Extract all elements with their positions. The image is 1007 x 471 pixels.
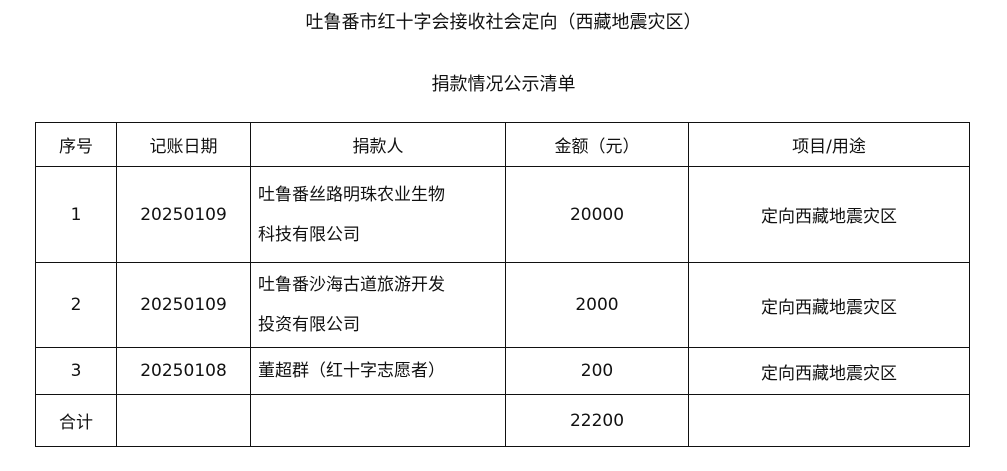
donor-line: 吐鲁番丝路明珠农业生物 <box>258 184 445 205</box>
cell-purpose: 定向西藏地震灾区 <box>688 166 970 263</box>
donor-line: 吐鲁番沙海古道旅游开发 <box>258 275 445 295</box>
document-subtitle: 捐款情况公示清单 <box>431 74 576 95</box>
total-label: 合计 <box>35 394 117 447</box>
cell-amount: 200 <box>505 347 689 395</box>
table-header-row: 序号 记账日期 捐款人 金额（元） 项目/用途 <box>35 122 970 167</box>
cell-date: 20250108 <box>116 347 251 395</box>
cell-donor: 吐鲁番沙海古道旅游开发 投资有限公司 <box>250 262 506 348</box>
donor-line: 投资有限公司 <box>258 315 360 335</box>
cell-amount: 2000 <box>505 262 689 348</box>
header-purpose: 项目/用途 <box>688 122 970 167</box>
cell-amount: 20000 <box>505 166 689 263</box>
cell-date: 20250109 <box>116 166 251 263</box>
total-row: 合计 22200 <box>35 394 970 447</box>
header-date: 记账日期 <box>116 122 251 167</box>
header-amount: 金额（元） <box>505 122 689 167</box>
header-donor: 捐款人 <box>250 122 506 167</box>
donor-line: 科技有限公司 <box>258 224 360 245</box>
cell-empty <box>688 394 970 447</box>
header-no: 序号 <box>35 122 117 167</box>
cell-donor: 董超群（红十字志愿者） <box>250 347 506 395</box>
cell-donor: 吐鲁番丝路明珠农业生物 科技有限公司 <box>250 166 506 263</box>
table-row: 2 20250109 吐鲁番沙海古道旅游开发 投资有限公司 2000 定向西藏地震… <box>35 262 970 348</box>
total-amount: 22200 <box>505 394 689 447</box>
cell-no: 2 <box>35 262 117 348</box>
document-title: 吐鲁番市红十字会接收社会定向（西藏地震灾区） <box>305 12 702 33</box>
cell-date: 20250109 <box>116 262 251 348</box>
donation-table: 序号 记账日期 捐款人 金额（元） 项目/用途 1 20250109 吐鲁番丝路… <box>35 122 970 447</box>
cell-purpose: 定向西藏地震灾区 <box>688 347 970 395</box>
table-row: 3 20250108 董超群（红十字志愿者） 200 定向西藏地震灾区 <box>35 347 970 395</box>
cell-empty <box>250 394 506 447</box>
cell-no: 1 <box>35 166 117 263</box>
cell-purpose: 定向西藏地震灾区 <box>688 262 970 348</box>
cell-empty <box>116 394 251 447</box>
table-row: 1 20250109 吐鲁番丝路明珠农业生物 科技有限公司 20000 定向西藏地… <box>35 166 970 263</box>
cell-no: 3 <box>35 347 117 395</box>
